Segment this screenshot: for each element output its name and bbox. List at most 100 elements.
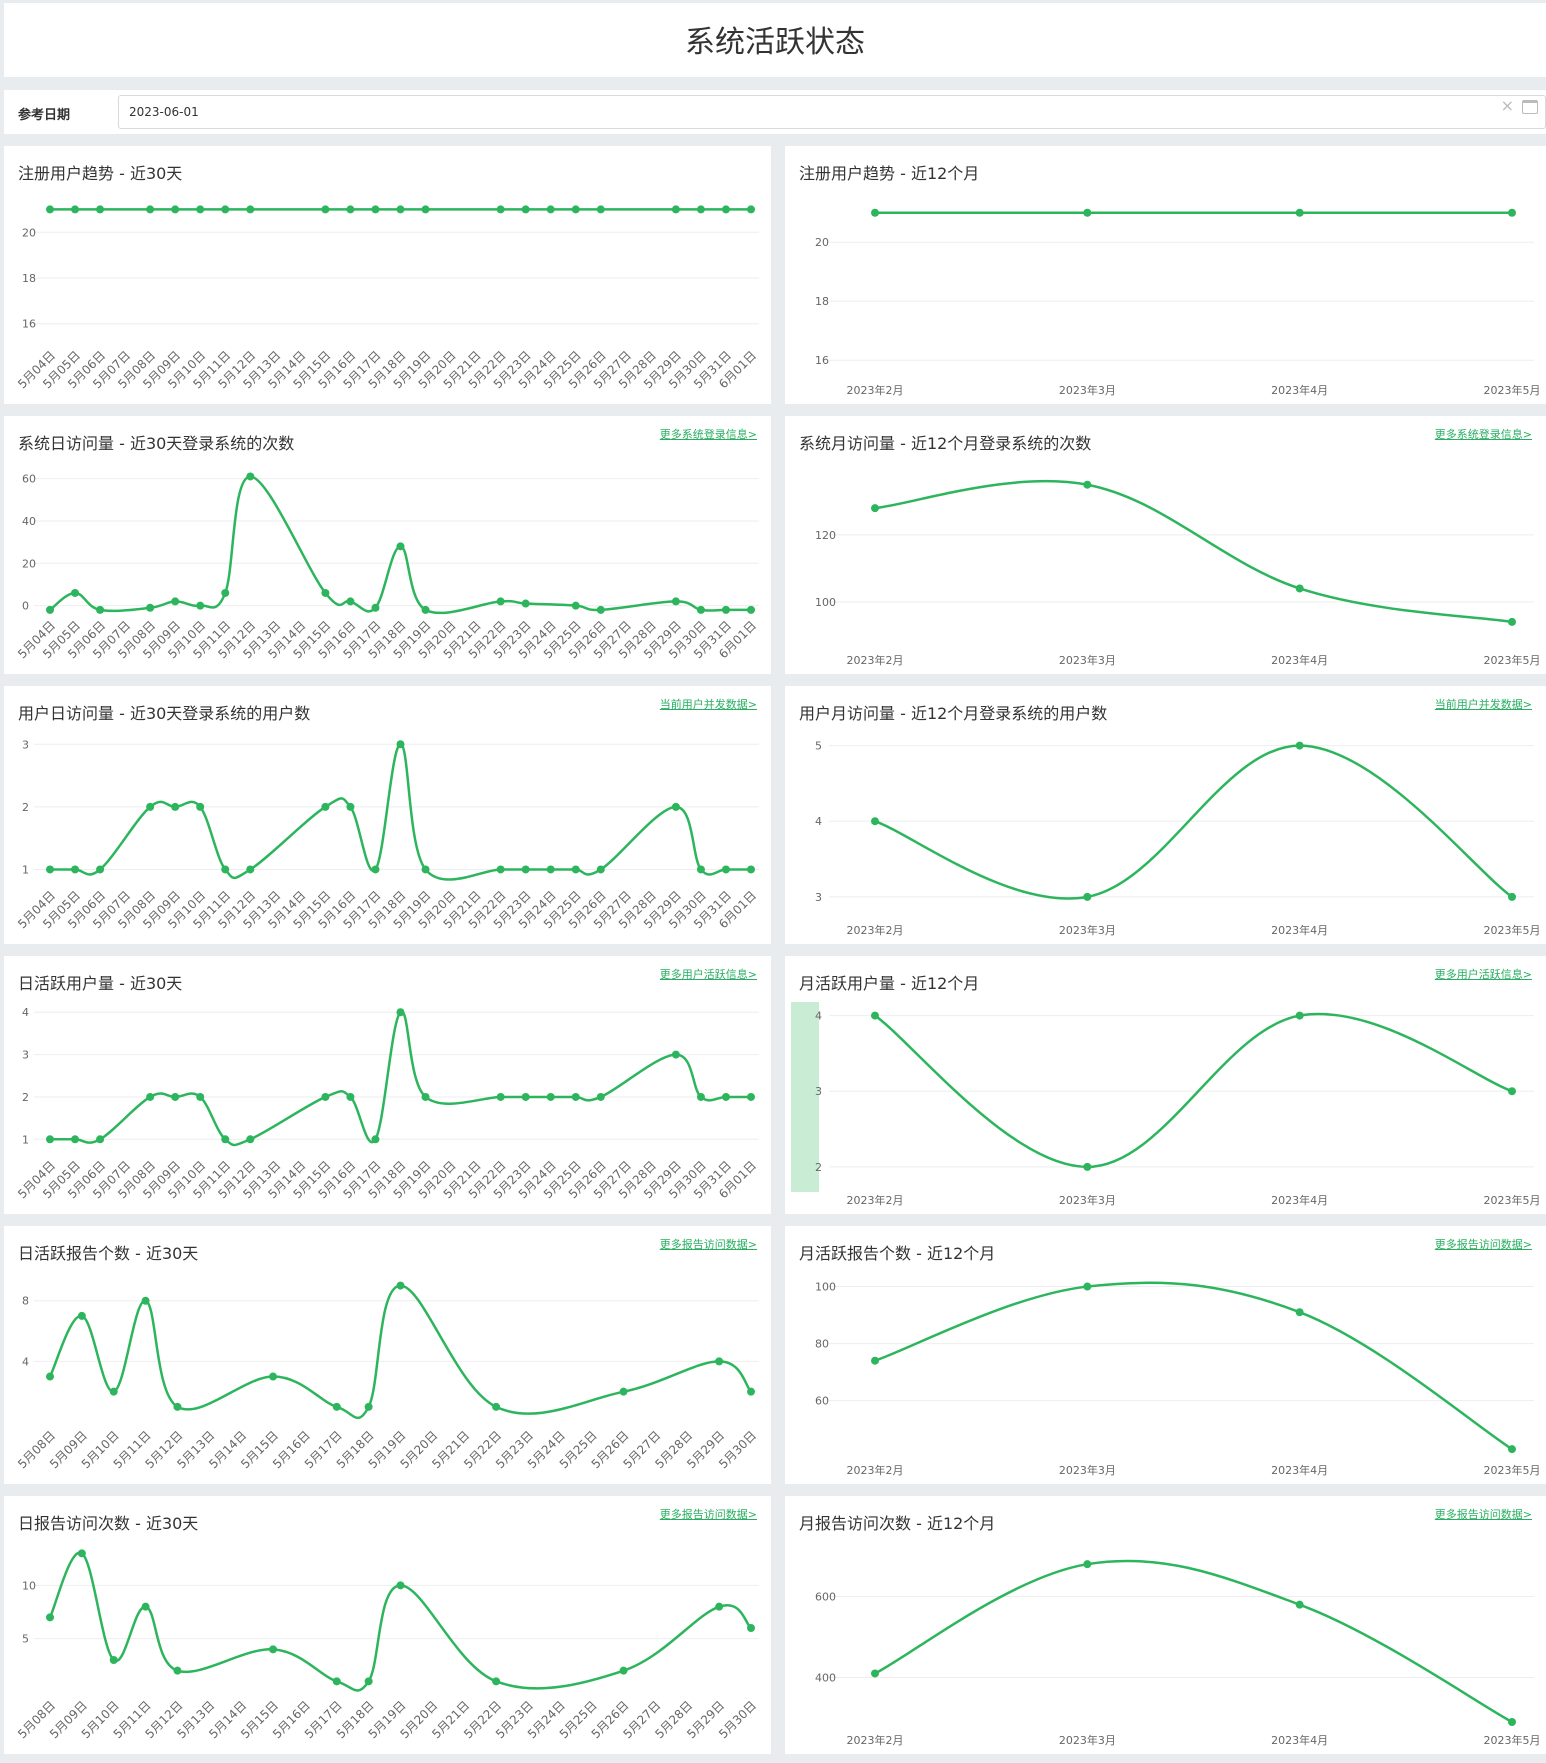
data-point[interactable] — [571, 205, 580, 214]
date-input[interactable]: 2023-06-01 — [118, 95, 1546, 129]
data-point[interactable] — [696, 605, 705, 614]
data-point[interactable] — [396, 542, 405, 551]
data-point[interactable] — [747, 205, 755, 214]
data-point[interactable] — [321, 205, 330, 214]
data-point[interactable] — [46, 865, 54, 874]
data-point[interactable] — [596, 605, 605, 614]
data-point[interactable] — [171, 597, 180, 606]
data-point[interactable] — [221, 1135, 230, 1144]
data-point[interactable] — [371, 603, 380, 612]
data-point[interactable] — [546, 205, 555, 214]
data-point[interactable] — [1295, 1011, 1304, 1020]
data-point[interactable] — [521, 865, 530, 874]
data-point[interactable] — [173, 1666, 182, 1675]
data-point[interactable] — [571, 865, 580, 874]
data-point[interactable] — [46, 605, 54, 614]
data-point[interactable] — [671, 597, 680, 606]
more-link[interactable]: 更多用户活跃信息> — [659, 968, 757, 981]
data-point[interactable] — [46, 1135, 54, 1144]
more-link[interactable]: 更多报告访问数据> — [659, 1508, 757, 1521]
data-point[interactable] — [721, 605, 730, 614]
data-point[interactable] — [1083, 1162, 1092, 1171]
data-point[interactable] — [346, 802, 355, 811]
data-point[interactable] — [96, 205, 105, 214]
data-point[interactable] — [747, 605, 755, 614]
data-point[interactable] — [715, 1357, 724, 1366]
data-point[interactable] — [221, 588, 230, 597]
data-point[interactable] — [671, 205, 680, 214]
data-point[interactable] — [696, 205, 705, 214]
data-point[interactable] — [46, 1613, 54, 1622]
data-point[interactable] — [747, 865, 755, 874]
data-point[interactable] — [146, 1092, 155, 1101]
data-point[interactable] — [332, 1402, 341, 1411]
data-point[interactable] — [871, 1356, 879, 1365]
data-point[interactable] — [364, 1677, 373, 1686]
data-point[interactable] — [571, 1092, 580, 1101]
data-point[interactable] — [246, 1135, 255, 1144]
data-point[interactable] — [171, 1092, 180, 1101]
calendar-icon[interactable] — [1522, 100, 1538, 114]
data-point[interactable] — [496, 865, 505, 874]
data-point[interactable] — [1295, 1600, 1304, 1609]
data-point[interactable] — [496, 1092, 505, 1101]
data-point[interactable] — [596, 205, 605, 214]
data-point[interactable] — [619, 1666, 628, 1675]
data-point[interactable] — [1508, 617, 1516, 626]
data-point[interactable] — [1295, 741, 1304, 750]
more-link[interactable]: 更多报告访问数据> — [1434, 1508, 1532, 1521]
data-point[interactable] — [521, 205, 530, 214]
data-point[interactable] — [371, 1135, 380, 1144]
data-point[interactable] — [421, 605, 430, 614]
more-link[interactable]: 当前用户并发数据> — [659, 698, 757, 711]
data-point[interactable] — [747, 1624, 755, 1632]
data-point[interactable] — [1508, 892, 1516, 901]
data-point[interactable] — [371, 865, 380, 874]
data-point[interactable] — [546, 865, 555, 874]
data-point[interactable] — [1295, 1308, 1304, 1317]
data-point[interactable] — [71, 205, 80, 214]
data-point[interactable] — [321, 1092, 330, 1101]
data-point[interactable] — [747, 1387, 755, 1396]
data-point[interactable] — [196, 802, 205, 811]
data-point[interactable] — [141, 1602, 150, 1611]
data-point[interactable] — [747, 1092, 755, 1101]
data-point[interactable] — [71, 588, 80, 597]
data-point[interactable] — [269, 1372, 278, 1381]
data-point[interactable] — [496, 597, 505, 606]
data-point[interactable] — [871, 504, 879, 513]
data-point[interactable] — [71, 1135, 80, 1144]
data-point[interactable] — [321, 802, 330, 811]
data-point[interactable] — [421, 1092, 430, 1101]
data-point[interactable] — [721, 865, 730, 874]
data-point[interactable] — [696, 1092, 705, 1101]
data-point[interactable] — [721, 205, 730, 214]
data-point[interactable] — [171, 205, 180, 214]
data-point[interactable] — [109, 1387, 118, 1396]
data-point[interactable] — [96, 1135, 105, 1144]
clear-icon[interactable]: × — [1500, 96, 1514, 115]
data-point[interactable] — [619, 1387, 628, 1396]
data-point[interactable] — [146, 802, 155, 811]
data-point[interactable] — [1083, 480, 1092, 489]
data-point[interactable] — [1083, 208, 1092, 217]
data-point[interactable] — [321, 588, 330, 597]
data-point[interactable] — [1295, 584, 1304, 593]
data-point[interactable] — [871, 817, 879, 826]
data-point[interactable] — [46, 1372, 54, 1381]
data-point[interactable] — [221, 205, 230, 214]
data-point[interactable] — [871, 208, 879, 217]
data-point[interactable] — [715, 1602, 724, 1611]
data-point[interactable] — [1083, 1560, 1092, 1569]
more-link[interactable]: 更多用户活跃信息> — [1434, 968, 1532, 981]
data-point[interactable] — [71, 865, 80, 874]
data-point[interactable] — [871, 1011, 879, 1020]
data-point[interactable] — [96, 865, 105, 874]
data-point[interactable] — [1508, 1718, 1516, 1726]
data-point[interactable] — [371, 205, 380, 214]
data-point[interactable] — [421, 205, 430, 214]
data-point[interactable] — [1083, 892, 1092, 901]
data-point[interactable] — [346, 1092, 355, 1101]
data-point[interactable] — [396, 740, 405, 749]
more-link[interactable]: 当前用户并发数据> — [1434, 698, 1532, 711]
